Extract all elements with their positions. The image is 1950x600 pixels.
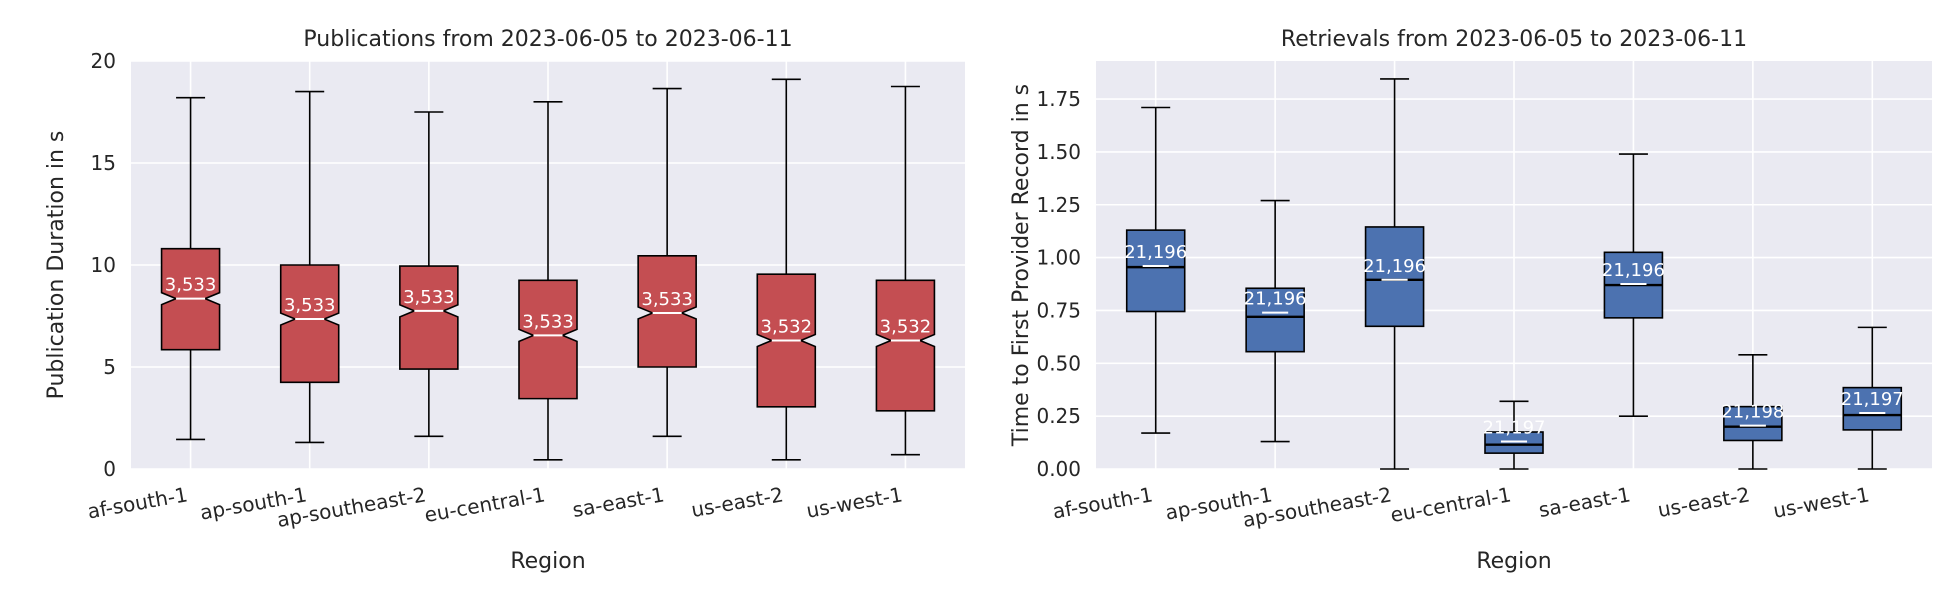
y-tick-label: 0.00 xyxy=(1036,457,1081,481)
x-tick-label: us-east-2 xyxy=(689,482,785,522)
count-label: 21,198 xyxy=(1721,402,1784,423)
y-axis-label: Time to First Provider Record in s xyxy=(1009,84,1034,447)
count-label: 3,533 xyxy=(522,311,574,332)
x-axis-label: Region xyxy=(1476,549,1551,574)
count-label: 3,533 xyxy=(403,287,455,308)
y-tick-label: 0.75 xyxy=(1036,298,1081,322)
count-label: 21,196 xyxy=(1244,289,1307,310)
box xyxy=(875,279,936,412)
publications-panel: 0 5 10 15 20 3,533 3,533 3,533 3,533 3,533 3,532 3,… xyxy=(44,27,965,574)
y-tick-label: 1.75 xyxy=(1036,87,1081,111)
y-tick-label: 0.50 xyxy=(1036,351,1081,375)
x-tick-label: af-south-1 xyxy=(1051,482,1155,523)
chart-title: Retrievals from 2023-06-05 to 2023-06-11 xyxy=(1281,27,1747,52)
count-label: 3,533 xyxy=(641,289,693,310)
y-tick-label: 1.00 xyxy=(1036,246,1081,270)
box xyxy=(1245,287,1305,353)
x-tick-label: eu-central-1 xyxy=(1389,482,1513,527)
box xyxy=(518,279,578,400)
box xyxy=(279,264,340,384)
box xyxy=(1484,431,1544,454)
x-axis-label: Region xyxy=(510,549,585,574)
chart-title: Publications from 2023-06-05 to 2023-06-… xyxy=(303,27,792,52)
count-label: 21,196 xyxy=(1363,256,1426,277)
box xyxy=(1125,229,1186,313)
box xyxy=(399,265,459,370)
box xyxy=(1842,386,1903,431)
y-tick-label: 15 xyxy=(91,151,116,175)
count-label: 21,196 xyxy=(1124,242,1187,263)
y-tick-label: 1.25 xyxy=(1036,193,1081,217)
box xyxy=(1364,226,1425,328)
count-label: 3,533 xyxy=(284,295,336,316)
y-tick-label: 20 xyxy=(91,49,116,73)
x-tick-label: af-south-1 xyxy=(86,482,190,523)
retrievals-panel: 0.00 0.25 0.50 0.75 1.00 1.25 1.50 1.75 21,196 21… xyxy=(1009,27,1932,574)
y-tick-label: 1.50 xyxy=(1036,140,1081,164)
x-tick-label: us-west-1 xyxy=(1771,482,1871,523)
y-tick-label: 10 xyxy=(91,253,116,277)
count-label: 21,196 xyxy=(1602,260,1665,281)
box xyxy=(1723,405,1783,442)
box xyxy=(637,255,697,368)
count-label: 21,197 xyxy=(1483,418,1546,439)
count-label: 3,533 xyxy=(165,275,217,296)
x-tick-label: us-east-2 xyxy=(1656,482,1752,522)
count-label: 3,532 xyxy=(761,316,813,337)
y-tick-label: 0 xyxy=(103,457,116,481)
count-label: 21,197 xyxy=(1841,389,1904,410)
x-tick-label: sa-east-1 xyxy=(1537,482,1632,522)
x-tick-label: us-west-1 xyxy=(804,482,904,523)
y-axis-label: Publication Duration in s xyxy=(44,131,69,400)
count-label: 3,532 xyxy=(880,316,932,337)
y-tick-label: 5 xyxy=(103,355,116,379)
y-tick-label: 0.25 xyxy=(1036,404,1081,428)
x-tick-label: eu-central-1 xyxy=(423,482,547,527)
x-tick-label: sa-east-1 xyxy=(571,482,666,522)
